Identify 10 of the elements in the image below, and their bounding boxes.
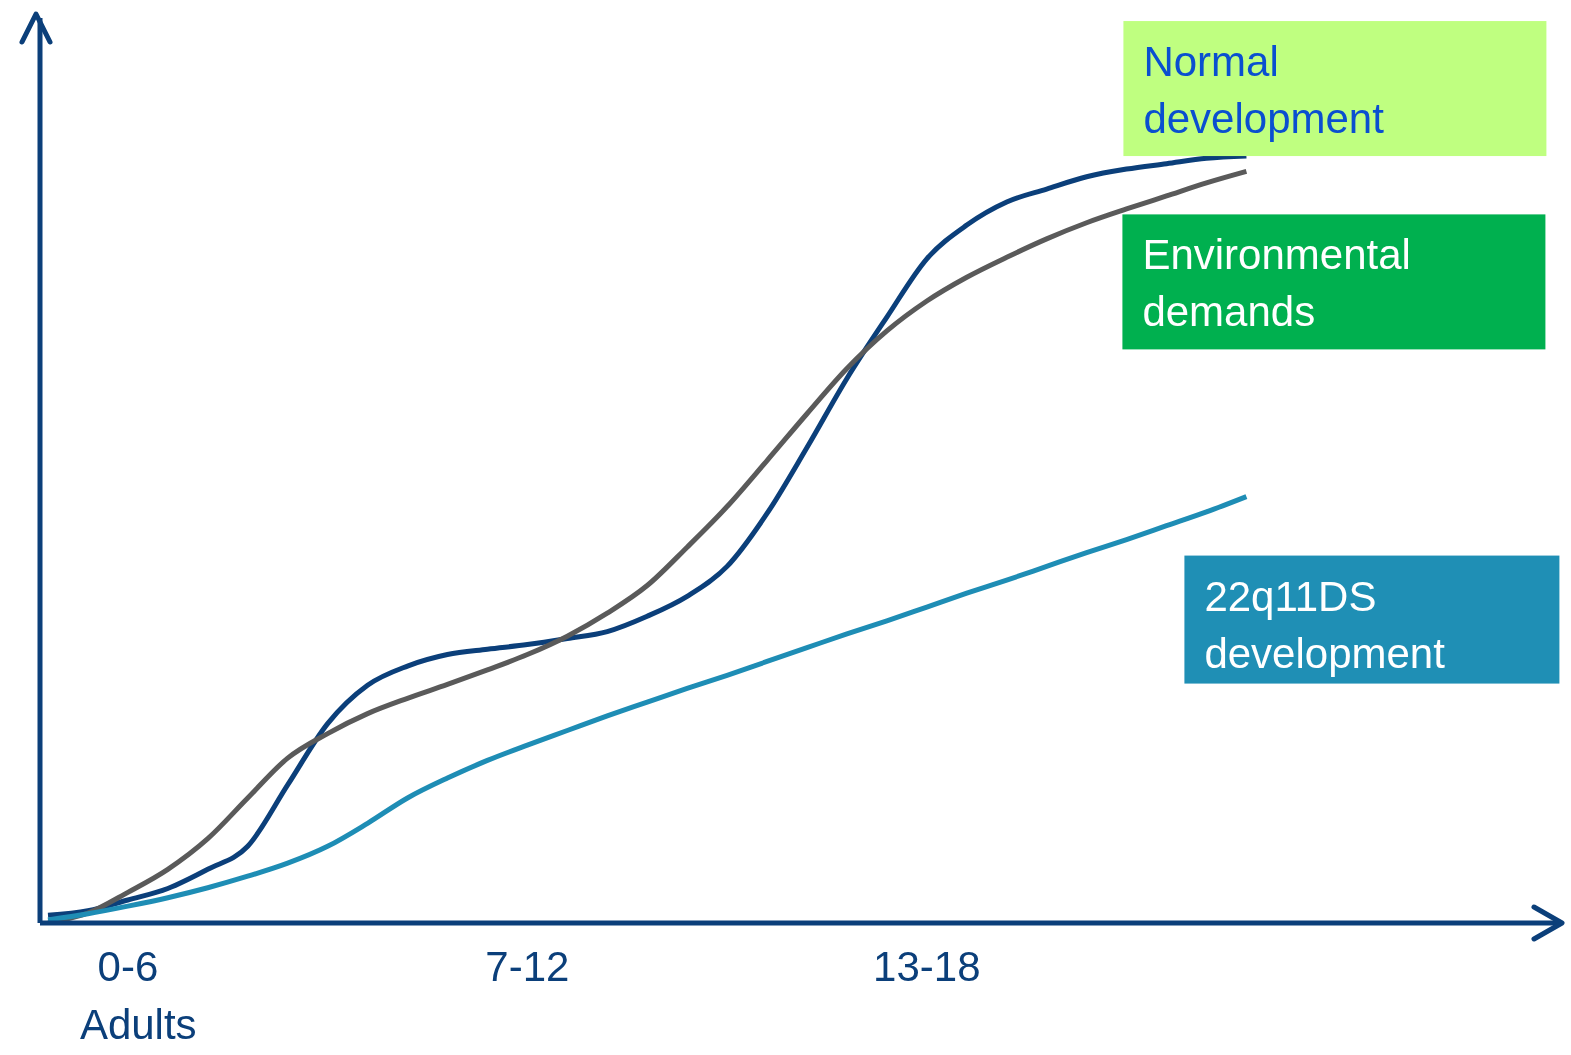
series-label: Normal development	[1143, 38, 1385, 143]
label-box: 22q11DS development	[1184, 555, 1560, 684]
x-tick-label: 7-12	[485, 942, 570, 990]
series-label: Environmental demands	[1142, 231, 1411, 336]
x-tick-label: 13-18	[873, 942, 981, 990]
x-tick-label: 0-6	[97, 942, 159, 990]
text: Adults	[79, 1001, 197, 1049]
series-label: 22q11DS development	[1204, 572, 1446, 677]
label-box: Environmental demands	[1122, 214, 1546, 350]
label-box: Normal development	[1123, 21, 1547, 157]
